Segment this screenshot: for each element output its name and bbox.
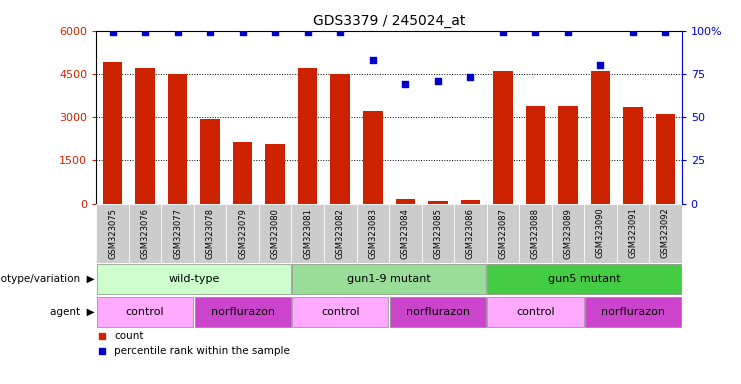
Point	[334, 29, 346, 35]
Text: wild-type: wild-type	[168, 274, 219, 285]
Text: GSM323082: GSM323082	[336, 208, 345, 258]
Bar	[623, 107, 642, 204]
Bar	[493, 71, 513, 204]
Bar	[487, 204, 519, 263]
Text: GSM323086: GSM323086	[466, 208, 475, 259]
Bar	[168, 74, 187, 204]
Bar	[356, 204, 389, 263]
Bar	[656, 114, 675, 204]
Bar	[194, 204, 227, 263]
Text: GSM323089: GSM323089	[563, 208, 572, 258]
Text: percentile rank within the sample: percentile rank within the sample	[114, 346, 290, 356]
Bar	[129, 204, 162, 263]
Point	[107, 29, 119, 35]
Text: control: control	[516, 307, 555, 317]
Point	[269, 29, 281, 35]
Bar	[136, 68, 155, 204]
Point	[236, 29, 248, 35]
Bar	[265, 144, 285, 204]
Bar	[389, 204, 422, 263]
Bar	[259, 204, 291, 263]
Text: norflurazon: norflurazon	[406, 307, 470, 317]
Bar	[292, 297, 388, 327]
Bar	[551, 204, 584, 263]
Bar	[488, 297, 583, 327]
Text: GSM323076: GSM323076	[141, 208, 150, 259]
Bar	[227, 204, 259, 263]
Text: GSM323085: GSM323085	[433, 208, 442, 258]
Bar	[103, 62, 122, 204]
Bar	[233, 142, 253, 204]
Bar	[97, 297, 193, 327]
Point	[627, 29, 639, 35]
Point	[367, 57, 379, 63]
Point	[465, 74, 476, 80]
Point	[529, 29, 541, 35]
Bar	[298, 68, 317, 204]
Text: control: control	[321, 307, 359, 317]
Bar	[96, 204, 129, 263]
Text: GSM323087: GSM323087	[499, 208, 508, 259]
Text: GSM323088: GSM323088	[531, 208, 540, 259]
Text: count: count	[114, 331, 144, 341]
Point	[562, 29, 574, 35]
Bar	[292, 264, 486, 295]
Bar	[195, 297, 290, 327]
Text: gun5 mutant: gun5 mutant	[548, 274, 620, 285]
Text: GSM323077: GSM323077	[173, 208, 182, 259]
Bar	[488, 264, 681, 295]
Bar	[324, 204, 356, 263]
Bar	[396, 199, 415, 204]
Text: gun1-9 mutant: gun1-9 mutant	[347, 274, 431, 285]
Bar	[97, 264, 290, 295]
Text: GSM323078: GSM323078	[206, 208, 215, 259]
Point	[594, 62, 606, 68]
Text: GSM323084: GSM323084	[401, 208, 410, 258]
Text: GSM323075: GSM323075	[108, 208, 117, 258]
Bar	[363, 111, 382, 204]
Point	[302, 29, 313, 35]
Text: GSM323091: GSM323091	[628, 208, 637, 258]
Text: GSM323079: GSM323079	[238, 208, 247, 258]
Text: agent  ▶: agent ▶	[50, 307, 95, 317]
Point	[205, 29, 216, 35]
Bar	[454, 204, 487, 263]
Bar	[330, 74, 350, 204]
Point	[659, 29, 671, 35]
Bar	[422, 204, 454, 263]
Bar	[584, 204, 617, 263]
Bar	[617, 204, 649, 263]
Point	[497, 29, 509, 35]
Point	[432, 78, 444, 84]
Text: GSM323080: GSM323080	[270, 208, 279, 258]
Bar	[200, 119, 220, 204]
Text: genotype/variation  ▶: genotype/variation ▶	[0, 274, 95, 285]
Bar	[525, 106, 545, 204]
Bar	[162, 204, 194, 263]
Text: control: control	[126, 307, 165, 317]
Bar	[591, 71, 610, 204]
Text: GSM323090: GSM323090	[596, 208, 605, 258]
Point	[399, 81, 411, 87]
Text: GSM323083: GSM323083	[368, 208, 377, 259]
Bar	[558, 106, 578, 204]
Point	[139, 29, 151, 35]
Bar	[461, 200, 480, 204]
Text: GSM323092: GSM323092	[661, 208, 670, 258]
Title: GDS3379 / 245024_at: GDS3379 / 245024_at	[313, 14, 465, 28]
Bar	[519, 204, 551, 263]
Bar	[428, 201, 448, 204]
Text: norflurazon: norflurazon	[601, 307, 665, 317]
Text: norflurazon: norflurazon	[210, 307, 275, 317]
Bar	[649, 204, 682, 263]
Bar	[585, 297, 681, 327]
Bar	[291, 204, 324, 263]
Bar	[390, 297, 486, 327]
Point	[172, 29, 184, 35]
Text: GSM323081: GSM323081	[303, 208, 312, 258]
